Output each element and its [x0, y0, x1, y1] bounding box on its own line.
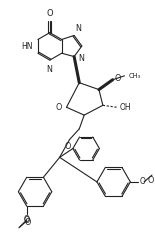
- Text: O: O: [147, 176, 153, 185]
- Text: N: N: [46, 65, 52, 74]
- Text: O: O: [64, 142, 71, 151]
- Text: O: O: [55, 103, 62, 112]
- Text: N: N: [75, 25, 81, 34]
- Text: O: O: [46, 9, 53, 18]
- Text: HN: HN: [22, 42, 33, 51]
- Text: O: O: [115, 74, 121, 83]
- Text: CH₃: CH₃: [128, 73, 141, 79]
- Text: OH: OH: [120, 103, 131, 112]
- Text: N: N: [78, 54, 84, 63]
- Text: O: O: [24, 218, 31, 227]
- Text: O: O: [139, 177, 145, 186]
- Text: O: O: [24, 216, 30, 225]
- Text: O: O: [24, 215, 30, 224]
